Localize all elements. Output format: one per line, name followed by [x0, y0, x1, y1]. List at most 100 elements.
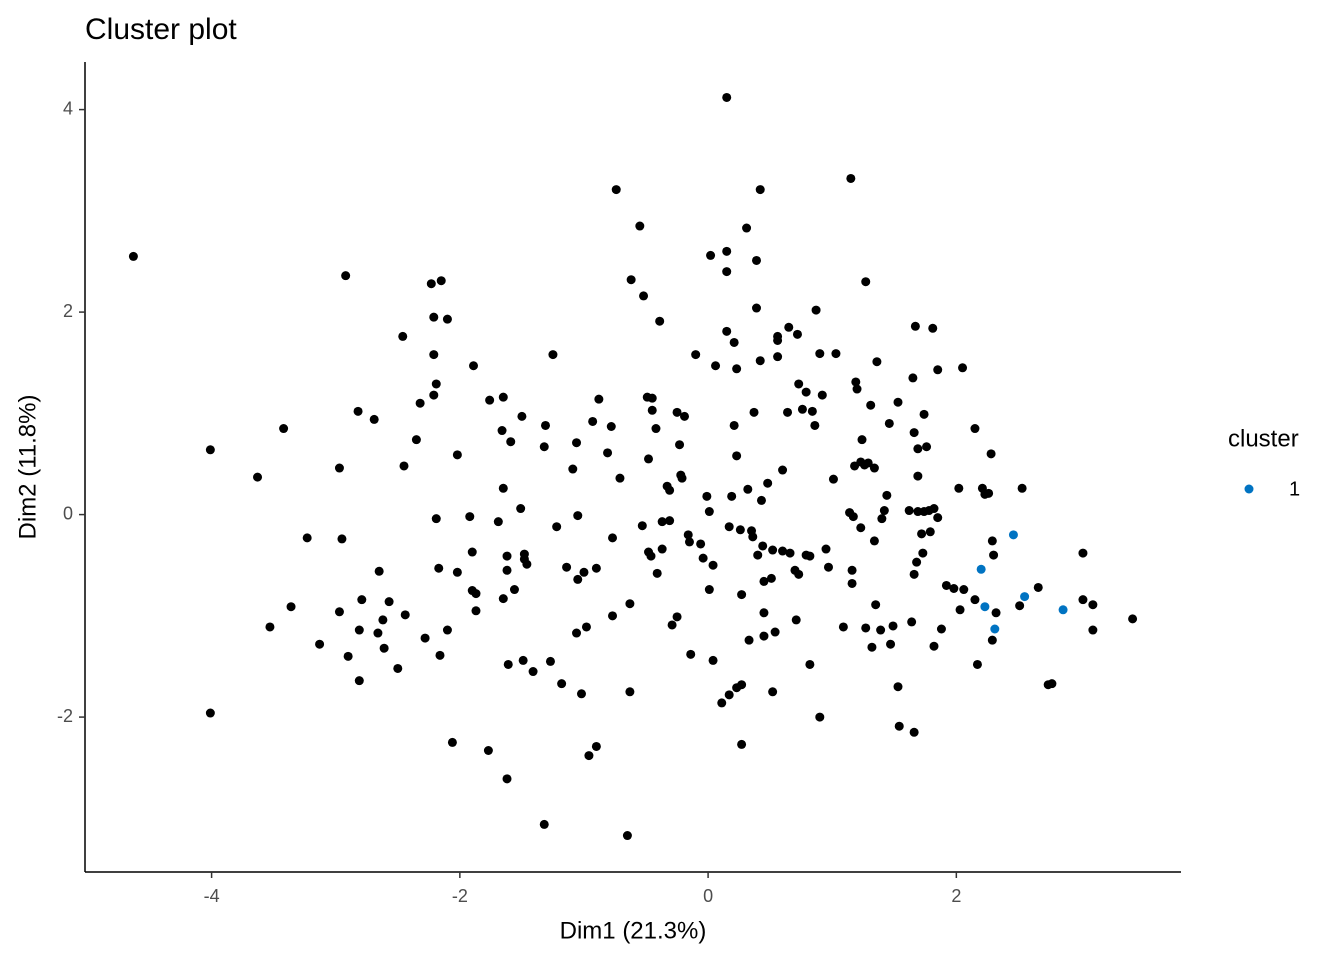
point — [933, 365, 943, 375]
point — [584, 751, 594, 761]
point — [373, 628, 383, 638]
point — [483, 746, 493, 755]
point — [744, 635, 754, 645]
point — [591, 741, 601, 751]
point — [986, 449, 996, 459]
point — [603, 448, 613, 458]
point — [763, 478, 773, 488]
point — [334, 607, 344, 617]
point — [913, 471, 923, 481]
point — [791, 615, 801, 625]
point — [748, 532, 758, 542]
point — [420, 633, 430, 643]
point — [1017, 483, 1027, 493]
point — [970, 595, 980, 605]
point — [823, 562, 833, 572]
point — [1128, 614, 1138, 624]
point — [646, 551, 656, 561]
point — [729, 420, 739, 430]
point — [847, 565, 857, 575]
point — [857, 435, 867, 445]
point — [987, 536, 997, 546]
point — [1047, 679, 1057, 689]
point — [989, 550, 999, 560]
point — [493, 517, 503, 527]
point — [732, 451, 742, 461]
point — [742, 223, 752, 233]
point — [879, 506, 889, 516]
point — [672, 612, 682, 622]
point — [265, 622, 275, 632]
point — [471, 606, 481, 616]
point — [608, 611, 618, 621]
point — [980, 602, 990, 612]
point — [913, 507, 923, 517]
point — [749, 407, 759, 417]
point — [576, 689, 586, 699]
point — [722, 92, 732, 102]
point — [611, 185, 621, 195]
point — [784, 322, 794, 332]
point — [785, 548, 795, 558]
point — [498, 392, 508, 402]
point — [608, 533, 618, 543]
point — [518, 655, 528, 665]
point — [677, 473, 687, 483]
point — [357, 595, 367, 605]
point — [909, 428, 919, 438]
point — [639, 291, 649, 301]
point — [768, 545, 778, 555]
point — [876, 625, 886, 635]
point — [758, 541, 768, 551]
point — [817, 390, 827, 400]
point — [667, 620, 677, 630]
point — [815, 712, 825, 722]
point — [990, 624, 1000, 634]
point — [717, 698, 727, 708]
point — [465, 512, 475, 522]
point — [722, 267, 732, 277]
point — [452, 450, 462, 460]
point — [976, 564, 986, 574]
point — [399, 461, 409, 471]
point — [540, 420, 550, 430]
point — [893, 397, 903, 407]
point — [724, 522, 734, 532]
point — [436, 276, 446, 286]
point — [626, 275, 636, 285]
point — [378, 615, 388, 625]
point — [807, 406, 817, 416]
point — [933, 513, 943, 523]
point — [912, 557, 922, 567]
point — [354, 676, 364, 686]
point — [315, 639, 325, 649]
x-tick-label: 2 — [951, 886, 961, 906]
point — [353, 406, 363, 416]
point — [861, 277, 871, 287]
point — [343, 651, 353, 661]
point — [851, 377, 861, 387]
point — [573, 511, 583, 521]
point — [1015, 601, 1025, 611]
point — [497, 426, 507, 436]
point — [1058, 605, 1068, 615]
point — [863, 458, 873, 468]
point — [773, 331, 783, 341]
point — [869, 463, 879, 473]
point — [877, 514, 887, 524]
point — [735, 525, 745, 535]
point — [1008, 530, 1018, 540]
point — [729, 337, 739, 347]
point — [941, 580, 951, 590]
point — [811, 305, 821, 315]
point — [708, 655, 718, 665]
point — [908, 373, 918, 383]
point — [415, 398, 425, 408]
point — [737, 680, 747, 690]
point — [792, 329, 802, 339]
point — [755, 356, 765, 366]
point — [702, 491, 712, 501]
point — [847, 578, 857, 588]
point — [302, 533, 312, 543]
point — [737, 739, 747, 749]
